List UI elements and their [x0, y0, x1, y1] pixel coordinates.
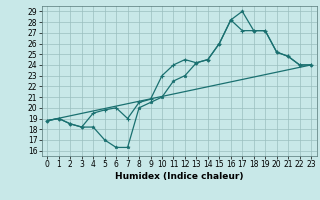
- X-axis label: Humidex (Indice chaleur): Humidex (Indice chaleur): [115, 172, 244, 181]
